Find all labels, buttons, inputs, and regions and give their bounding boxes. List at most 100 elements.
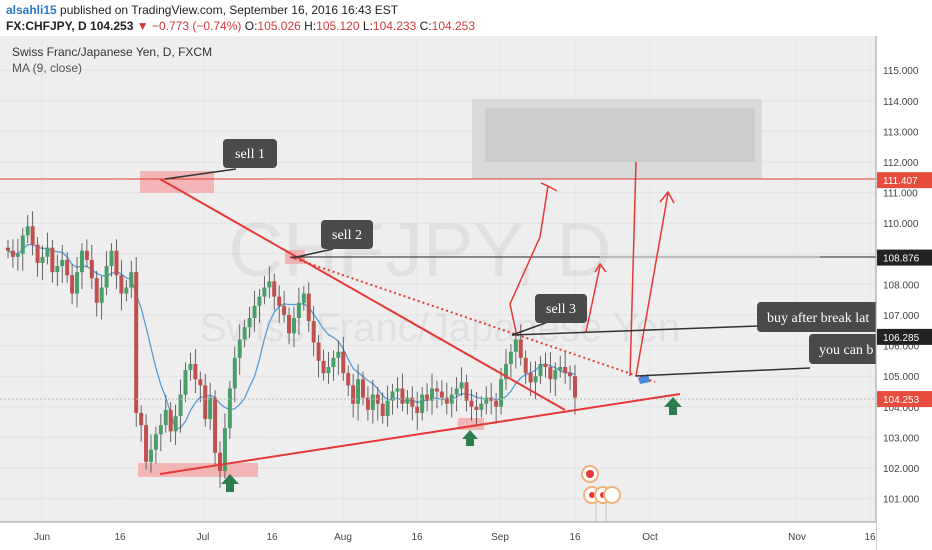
- time-axis[interactable]: [0, 522, 876, 550]
- time-tick-label: 16: [569, 532, 581, 543]
- indicator-label[interactable]: MA (9, close): [12, 61, 82, 75]
- callout-buy-break[interactable]: buy after break lat: [511, 302, 897, 336]
- candle-body: [198, 379, 203, 386]
- candle-body: [277, 296, 282, 306]
- candle-body: [508, 351, 513, 364]
- ascending-trendline[interactable]: [159, 393, 681, 475]
- projection-arrow-2: [585, 265, 601, 333]
- you-can-label: you can b: [819, 343, 873, 358]
- price-chart[interactable]: CHFJPY, D Swiss Franc/Japanese Yen: [0, 36, 932, 550]
- candle-body: [129, 272, 134, 288]
- candle-body: [494, 400, 499, 407]
- candle-body: [360, 379, 365, 398]
- price-tick-label: 108.000: [883, 280, 920, 291]
- callout-sell1[interactable]: sell 1: [164, 139, 277, 180]
- candle-body: [370, 394, 375, 410]
- candle-body: [380, 403, 385, 416]
- descending-trendline[interactable]: [159, 178, 566, 411]
- close-label: C:: [419, 19, 432, 33]
- candle-body: [439, 391, 444, 398]
- candle-body: [291, 318, 296, 334]
- candle-body: [70, 275, 75, 294]
- target-zone-inner: [485, 108, 755, 162]
- candle-body: [430, 388, 435, 401]
- publish-line: alsahli15 published on TradingView.com, …: [6, 3, 398, 17]
- candle-body: [153, 434, 158, 450]
- price-badge-label: 108.876: [883, 254, 920, 265]
- low-label: L:: [362, 19, 373, 33]
- event-markers[interactable]: [581, 465, 621, 522]
- price-axis-ticks: 115.000 114.000 113.000 112.000 111.000 110.0…: [883, 66, 920, 505]
- projection-arrow-3: [629, 161, 637, 377]
- candle-body: [405, 397, 410, 404]
- time-tick-label: Jul: [197, 532, 210, 543]
- candle-body: [356, 379, 361, 404]
- candle-body: [336, 351, 341, 358]
- candle-body: [351, 385, 356, 404]
- time-tick-label: Sep: [491, 532, 509, 543]
- candle-body: [139, 412, 144, 426]
- candle-body: [218, 452, 223, 472]
- dotted-trendline[interactable]: [289, 256, 656, 383]
- event-dot: [586, 470, 594, 478]
- candle-body: [513, 339, 518, 352]
- bottom-zone: [138, 463, 258, 477]
- candle-body: [45, 247, 50, 257]
- candle-body: [400, 388, 405, 404]
- candle-body: [434, 388, 439, 392]
- publish-info: published on TradingView.com, September …: [60, 3, 399, 17]
- author-link[interactable]: alsahli15: [6, 3, 57, 17]
- candle-body: [573, 376, 577, 398]
- candle-body: [119, 275, 124, 294]
- candle-body: [449, 394, 454, 404]
- candle-body: [420, 394, 425, 413]
- candle-body: [464, 382, 469, 401]
- projection-arrow-1: [509, 185, 549, 333]
- candles-layer: [6, 211, 577, 488]
- callout-sell2[interactable]: sell 2: [291, 220, 373, 259]
- candle-body: [533, 376, 538, 383]
- price-tick-label: 103.000: [883, 433, 920, 444]
- time-tick-label: Oct: [642, 532, 658, 543]
- price-tick-label: 111.000: [883, 189, 918, 200]
- sell1-label: sell 1: [235, 147, 265, 162]
- price-tick-label: 105.000: [883, 372, 920, 383]
- candle-body: [548, 367, 553, 380]
- candle-body: [484, 397, 489, 404]
- candle-body: [469, 400, 474, 407]
- candle-body: [242, 327, 247, 340]
- candle-body: [444, 397, 449, 404]
- high-label: H:: [304, 19, 317, 33]
- candle-body: [75, 272, 80, 294]
- price-tick-label: 115.000: [883, 66, 919, 77]
- candle-body: [410, 397, 415, 407]
- candle-body: [321, 360, 326, 374]
- candle-body: [25, 226, 30, 236]
- candle-body: [523, 357, 528, 374]
- price-badge: [877, 249, 932, 266]
- candle-body: [395, 388, 400, 392]
- candle-body: [252, 305, 257, 319]
- candle-body: [459, 382, 464, 389]
- candle-body: [543, 363, 548, 368]
- up-arrow-icon: [462, 430, 478, 446]
- candle-body: [30, 226, 35, 245]
- candle-body: [479, 403, 484, 410]
- price-axis[interactable]: [876, 36, 932, 550]
- candle-body: [558, 367, 563, 371]
- candle-body: [104, 266, 109, 288]
- time-tick-label: Nov: [788, 532, 806, 543]
- candle-body: [6, 247, 10, 251]
- price-tick-label: 101.000: [883, 495, 920, 506]
- callout-sell3[interactable]: sell 3: [511, 294, 587, 336]
- candle-body: [538, 363, 543, 377]
- candle-body: [390, 391, 395, 401]
- price-badge: [877, 328, 932, 345]
- candle-body: [213, 397, 218, 453]
- projection-arrows: [509, 161, 675, 377]
- down-arrow-icon: ▼: [136, 19, 149, 33]
- event-marker-icon: [603, 486, 621, 504]
- time-tick-label: 16: [114, 532, 126, 543]
- candle-body: [178, 394, 183, 416]
- candle-body: [124, 287, 129, 294]
